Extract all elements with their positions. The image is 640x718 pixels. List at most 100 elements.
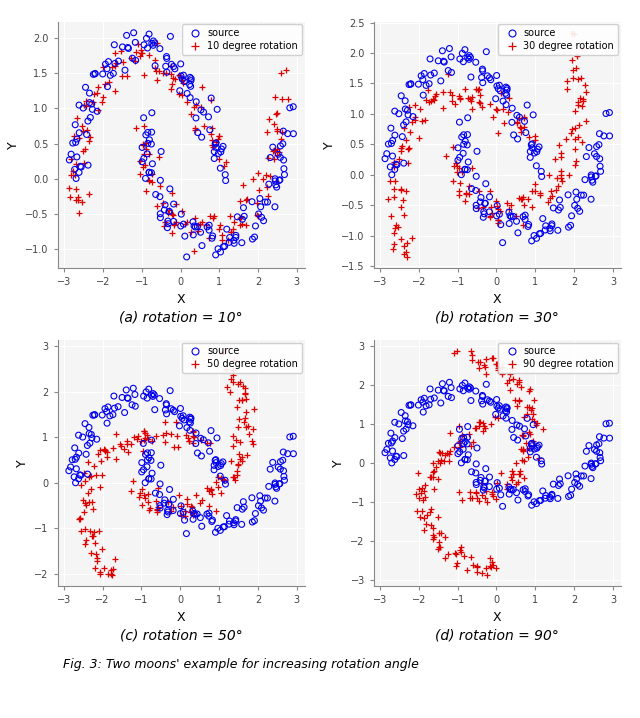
Point	[471, 487, 481, 498]
Y-axis label: Y: Y	[15, 459, 29, 467]
Point	[138, 161, 148, 172]
Point	[475, 98, 485, 109]
Point	[567, 55, 577, 66]
Point	[573, 202, 583, 214]
Point	[488, 559, 498, 570]
Point	[202, 508, 212, 520]
Point	[472, 566, 482, 577]
Point	[126, 52, 136, 63]
Point	[590, 458, 600, 470]
Point	[208, 141, 218, 153]
Point	[155, 503, 165, 514]
Point	[95, 568, 105, 579]
Point	[177, 73, 188, 85]
Point	[204, 445, 214, 457]
Point	[436, 75, 446, 87]
Point	[492, 477, 502, 488]
Point	[169, 218, 179, 230]
Point	[122, 70, 132, 82]
Point	[527, 436, 538, 447]
Point	[436, 397, 446, 409]
Point	[408, 420, 418, 432]
Point	[243, 420, 253, 432]
Point	[224, 237, 234, 248]
Point	[265, 463, 275, 475]
Point	[509, 129, 519, 141]
Point	[288, 101, 298, 113]
Point	[226, 225, 236, 237]
Point	[444, 456, 454, 467]
Point	[385, 176, 395, 187]
Point	[573, 479, 583, 490]
Point	[503, 107, 513, 118]
Point	[216, 246, 226, 258]
Point	[397, 131, 408, 142]
Point	[481, 178, 491, 190]
Point	[139, 39, 149, 50]
Point	[464, 383, 474, 395]
Point	[485, 552, 495, 564]
Point	[174, 88, 184, 100]
Point	[586, 459, 596, 470]
Point	[580, 79, 590, 90]
Point	[554, 473, 564, 485]
Point	[567, 123, 577, 135]
Point	[543, 196, 554, 208]
Point	[508, 484, 518, 495]
Point	[70, 195, 81, 206]
Point	[237, 394, 247, 406]
Point	[189, 101, 200, 113]
Point	[189, 245, 199, 256]
Point	[195, 512, 205, 523]
Point	[147, 107, 157, 118]
Point	[271, 482, 282, 494]
Point	[536, 171, 547, 182]
Point	[501, 99, 511, 111]
Point	[247, 233, 257, 245]
Point	[156, 460, 166, 471]
Point	[458, 444, 468, 455]
Point	[456, 457, 467, 469]
Point	[155, 191, 165, 202]
Point	[456, 433, 467, 444]
Point	[387, 437, 397, 449]
Point	[211, 505, 221, 516]
Point	[494, 400, 504, 411]
Point	[225, 454, 236, 466]
Point	[396, 202, 406, 213]
Point	[457, 47, 467, 59]
Point	[394, 108, 404, 119]
Point	[79, 143, 90, 154]
Point	[391, 450, 401, 462]
Point	[135, 169, 145, 180]
Point	[566, 210, 577, 222]
Point	[162, 509, 172, 521]
Point	[159, 204, 170, 215]
Point	[125, 439, 136, 450]
Point	[234, 213, 244, 224]
Point	[274, 478, 284, 490]
Point	[241, 393, 252, 405]
Point	[191, 490, 201, 501]
Point	[512, 117, 522, 129]
Point	[492, 196, 502, 208]
Point	[89, 526, 99, 538]
Point	[92, 434, 102, 445]
Point	[265, 151, 275, 163]
Point	[387, 457, 397, 469]
Point	[209, 464, 219, 475]
Point	[586, 457, 596, 469]
Point	[385, 210, 396, 222]
Point	[204, 485, 214, 497]
Point	[80, 418, 90, 429]
Point	[74, 167, 84, 178]
Point	[477, 490, 487, 501]
Point	[471, 200, 481, 211]
Point	[571, 155, 581, 167]
Point	[206, 485, 216, 496]
Point	[524, 385, 534, 396]
Point	[492, 200, 502, 212]
Point	[423, 85, 433, 96]
Point	[196, 521, 207, 532]
Point	[212, 133, 223, 144]
